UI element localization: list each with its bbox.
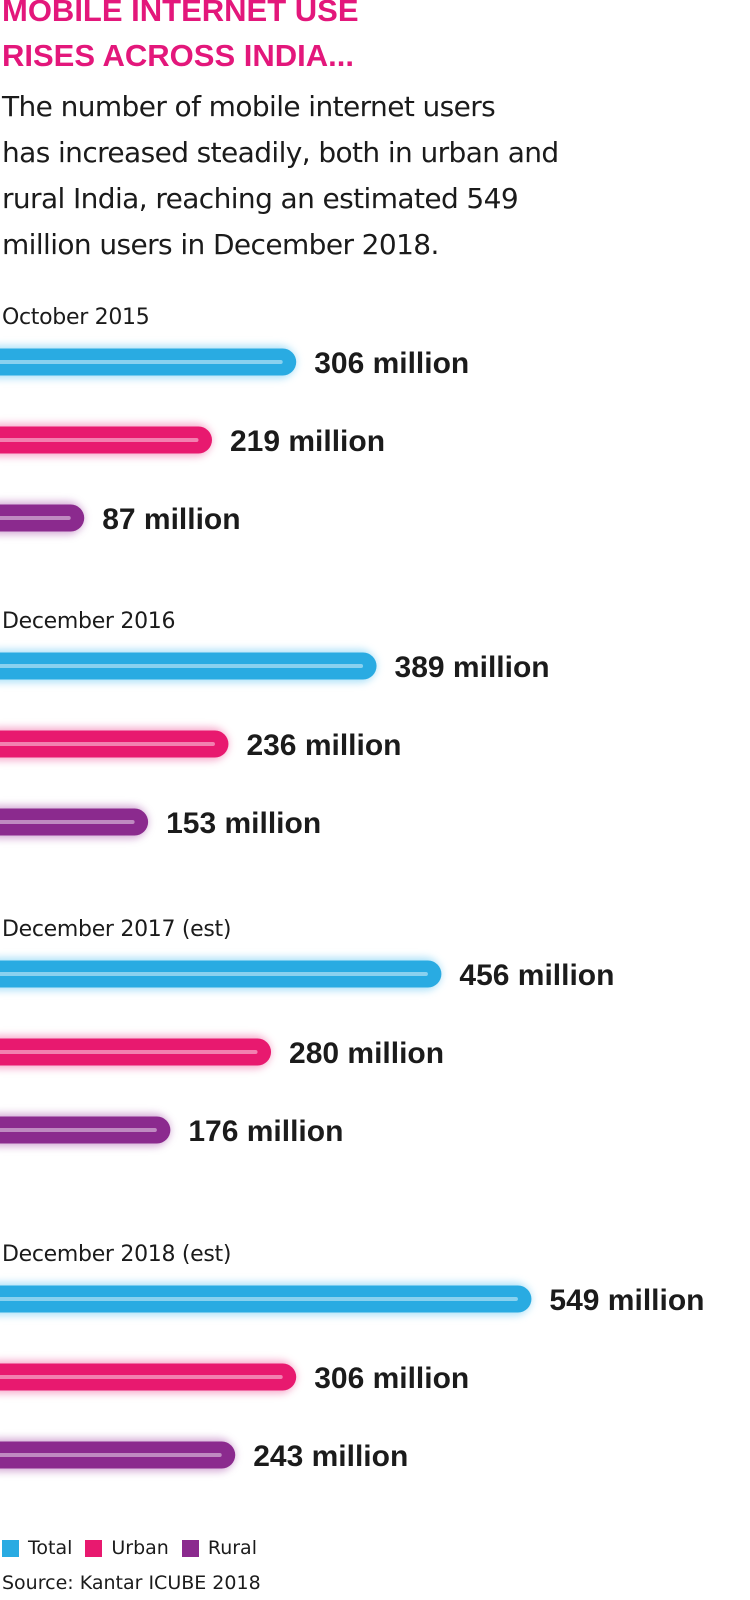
- legend-label-total: Total: [28, 1537, 73, 1559]
- bar-total-4: [0, 1285, 532, 1313]
- legend: Total Urban Rural: [2, 1537, 270, 1559]
- value-label-rural-4: 243 million: [253, 1440, 408, 1473]
- bar-rural-1: [0, 504, 85, 532]
- legend-swatch-urban: [85, 1539, 103, 1557]
- value-label-urban-3: 280 million: [289, 1037, 444, 1070]
- bar-rural-4: [0, 1441, 236, 1469]
- chart-subtitle-line-3: rural India, reaching an estimated 549: [2, 182, 519, 215]
- value-label-total-4: 549 million: [549, 1284, 704, 1317]
- chart-subtitle-line-2: has increased steadily, both in urban an…: [2, 136, 559, 169]
- bar-highlight-rural-4: [0, 1453, 222, 1457]
- bar-highlight-total-4: [0, 1297, 518, 1301]
- chart-title-line-1: Mobile internet use: [2, 0, 359, 28]
- bar-highlight-total-1: [0, 360, 283, 364]
- bar-highlight-rural-1: [0, 516, 71, 520]
- bar-highlight-total-3: [0, 972, 428, 976]
- bar-highlight-rural-2: [0, 820, 135, 824]
- bar-urban-2: [0, 730, 229, 758]
- bar-highlight-urban-2: [0, 742, 215, 746]
- chart-subtitle: The number of mobile internet users has …: [2, 84, 702, 268]
- chart-subtitle-line-4: million users in December 2018.: [2, 228, 439, 261]
- bar-highlight-rural-3: [0, 1128, 157, 1132]
- bar-rural-2: [0, 808, 149, 836]
- value-label-urban-2: 236 million: [246, 729, 401, 762]
- value-label-urban-4: 306 million: [314, 1362, 469, 1395]
- bar-highlight-urban-3: [0, 1050, 258, 1054]
- group-label-2: December 2016: [2, 609, 175, 634]
- value-label-rural-3: 176 million: [188, 1115, 343, 1148]
- group-label-1: October 2015: [2, 305, 149, 330]
- value-label-rural-2: 153 million: [166, 807, 321, 840]
- bar-urban-3: [0, 1038, 272, 1066]
- chart-title: Mobile internet use rises across India..…: [2, 0, 359, 78]
- legend-item-total: Total: [2, 1537, 72, 1559]
- bar-highlight-total-2: [0, 664, 364, 668]
- value-label-total-2: 389 million: [395, 651, 550, 684]
- group-label-4: December 2018 (est): [2, 1242, 231, 1267]
- value-label-rural-1: 87 million: [102, 503, 240, 536]
- group-label-3: December 2017 (est): [2, 917, 231, 942]
- bar-rural-3: [0, 1116, 171, 1144]
- value-label-urban-1: 219 million: [230, 425, 385, 458]
- chart-title-line-2: rises across India...: [2, 38, 354, 73]
- bar-total-2: [0, 652, 377, 680]
- legend-swatch-rural: [181, 1539, 199, 1557]
- legend-item-rural: Rural: [181, 1537, 257, 1559]
- source-note: Source: Kantar ICUBE 2018: [2, 1572, 261, 1594]
- legend-label-urban: Urban: [111, 1537, 169, 1559]
- legend-label-rural: Rural: [207, 1537, 257, 1559]
- legend-swatch-total: [2, 1539, 19, 1557]
- chart-subtitle-line-1: The number of mobile internet users: [2, 90, 496, 123]
- value-label-total-1: 306 million: [314, 347, 469, 380]
- value-label-total-3: 456 million: [459, 959, 614, 992]
- bar-urban-1: [0, 426, 212, 454]
- bar-total-1: [0, 348, 297, 376]
- bar-urban-4: [0, 1363, 297, 1391]
- legend-item-urban: Urban: [85, 1537, 169, 1559]
- bar-highlight-urban-1: [0, 438, 199, 442]
- bar-highlight-urban-4: [0, 1375, 283, 1379]
- bar-total-3: [0, 960, 442, 988]
